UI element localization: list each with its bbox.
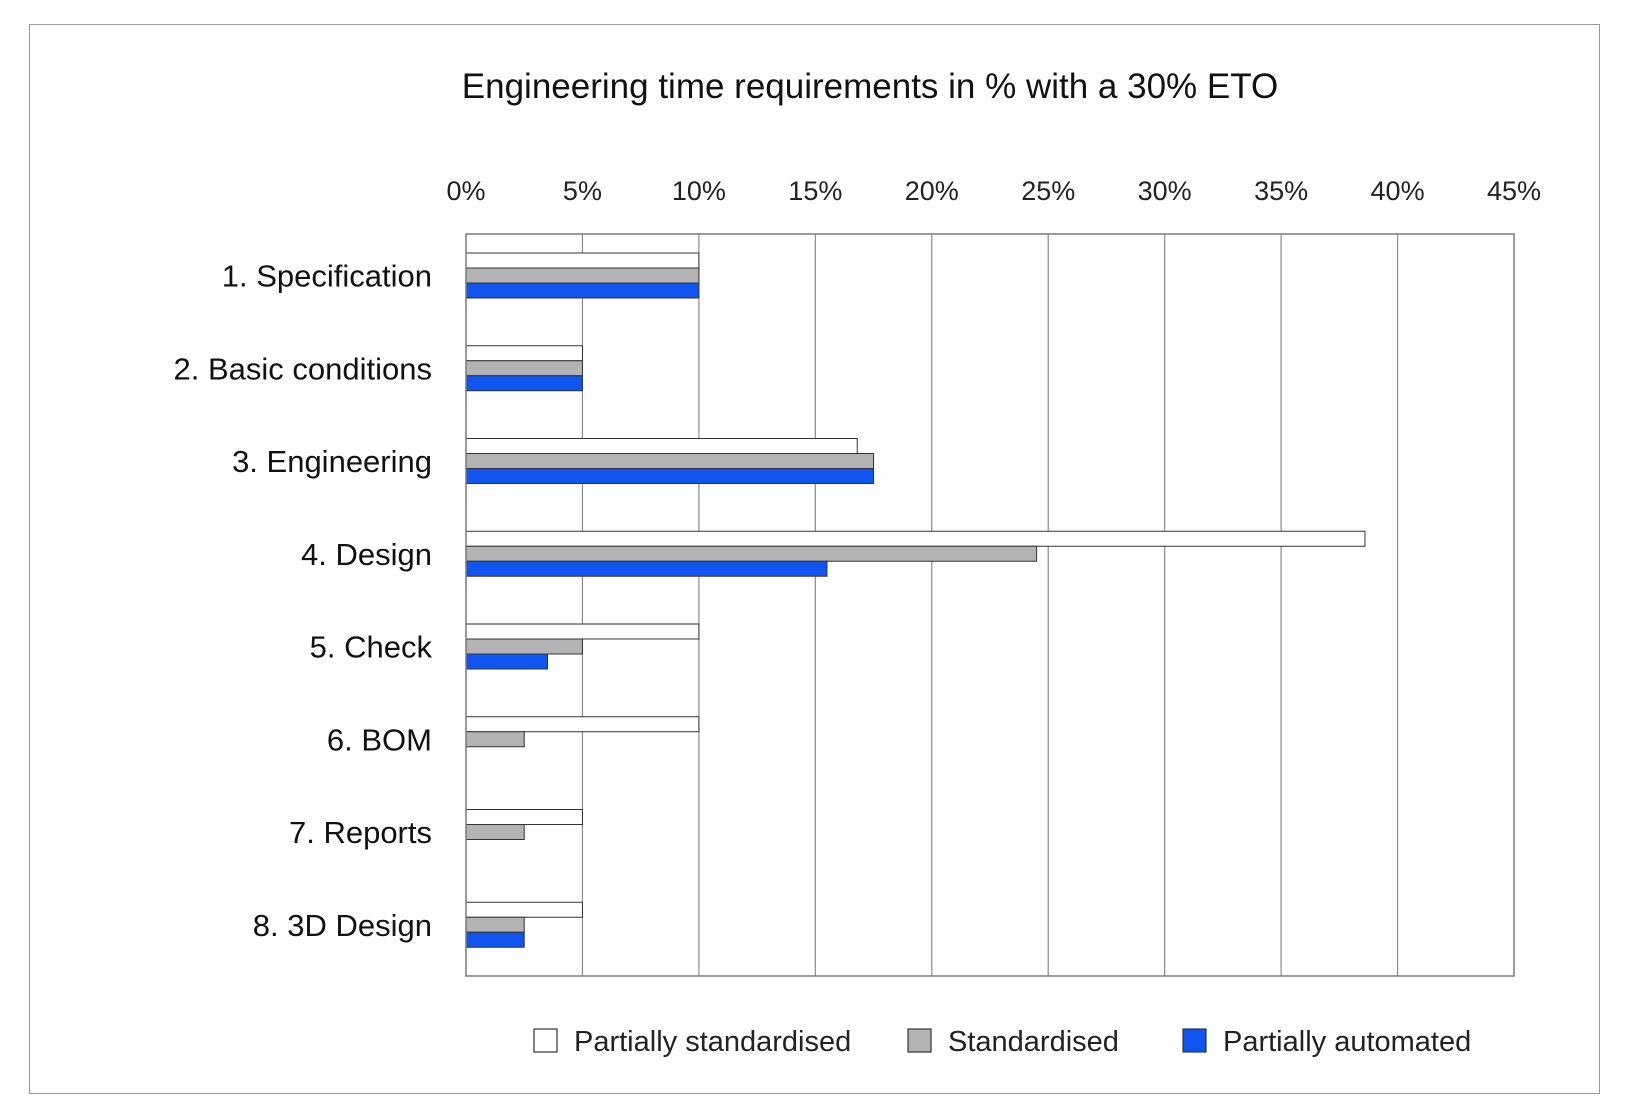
bar [465,731,525,748]
bar [465,824,525,840]
bar [465,453,875,469]
category-label: 6. BOM [327,722,432,757]
bar [465,931,525,948]
x-axis-ticks: 0% 5% 10% 15% 20% 25% 30% 35% 40% 45% [446,176,1541,206]
chart-title: Engineering time requirements in % with … [462,67,1278,106]
category-label: 2. Basic conditions [174,351,432,386]
legend-swatch [533,1028,558,1053]
x-tick-label: 10% [672,176,726,206]
bar [465,252,700,269]
bar [465,530,1366,547]
bars [465,252,1366,948]
legend-swatch [907,1028,932,1053]
x-tick-label: 25% [1021,176,1075,206]
x-tick-label: 5% [563,176,602,206]
bar [465,360,583,377]
x-tick-label: 20% [905,176,959,206]
bar [465,560,828,577]
x-tick-label: 0% [446,176,485,206]
grid [581,234,1399,976]
bar [465,438,858,454]
bar [465,809,583,825]
legend-label: Standardised [948,1026,1119,1058]
x-tick-label: 45% [1487,176,1541,206]
legend-label: Partially standardised [574,1026,851,1058]
bar [465,345,583,362]
bar [465,901,583,918]
category-label: 8. 3D Design [253,908,432,943]
category-labels: 1. Specification 2. Basic conditions 3. En… [174,259,433,943]
category-label: 3. Engineering [232,444,432,479]
bar [465,638,583,655]
legend-label: Partially automated [1223,1026,1471,1058]
x-tick-label: 40% [1371,176,1425,206]
bar [465,545,1038,562]
category-label: 1. Specification [222,259,432,294]
bar [465,916,525,933]
category-label: 7. Reports [289,815,432,850]
category-label: 5. Check [310,630,433,665]
plot-area [465,233,1515,977]
category-label: 4. Design [301,537,432,572]
chart-frame [29,24,1600,1094]
x-tick-label: 30% [1138,176,1192,206]
bar [465,468,875,484]
legend: Partially standardised Standardised Partia… [533,1026,1471,1058]
bar [465,623,700,640]
x-tick-label: 35% [1254,176,1308,206]
bar [465,653,549,670]
bar [465,282,700,299]
bar [465,267,700,284]
legend-swatch [1182,1028,1207,1053]
x-tick-label: 15% [788,176,842,206]
bar [465,716,700,733]
bar [465,375,583,392]
